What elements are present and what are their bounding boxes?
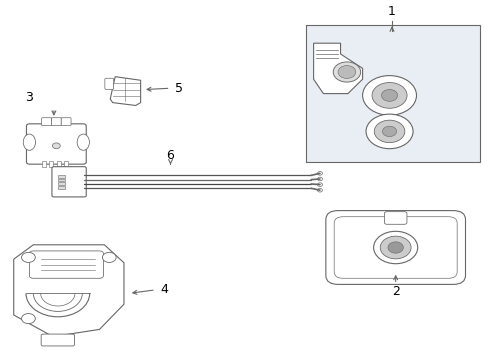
FancyBboxPatch shape [326,211,466,284]
FancyBboxPatch shape [26,124,86,164]
Circle shape [363,76,416,115]
Circle shape [382,89,398,101]
FancyBboxPatch shape [105,78,114,89]
Circle shape [318,172,322,175]
FancyBboxPatch shape [61,118,71,126]
Circle shape [333,62,361,82]
Circle shape [52,143,60,149]
Circle shape [22,252,35,262]
FancyBboxPatch shape [51,118,61,126]
Circle shape [380,236,411,259]
Bar [306,25,480,162]
Circle shape [366,114,413,149]
Bar [58,179,65,181]
Ellipse shape [24,134,36,150]
Bar [57,161,61,167]
Text: 1: 1 [388,5,396,18]
Circle shape [318,188,322,192]
Text: 4: 4 [160,283,168,296]
FancyBboxPatch shape [29,251,103,278]
FancyBboxPatch shape [384,212,407,224]
Circle shape [383,126,396,136]
Circle shape [22,314,35,324]
Bar [64,161,68,167]
Circle shape [318,177,322,181]
Bar [58,182,65,185]
Ellipse shape [77,134,89,150]
Bar [58,186,65,189]
Circle shape [388,242,403,253]
Bar [42,161,46,167]
Text: 3: 3 [25,91,33,104]
FancyBboxPatch shape [52,167,86,197]
Text: 6: 6 [167,149,174,162]
Circle shape [102,252,116,262]
FancyBboxPatch shape [41,334,74,346]
FancyBboxPatch shape [334,217,457,278]
Circle shape [318,183,322,186]
Bar [49,161,53,167]
Text: 5: 5 [175,82,183,95]
Text: 2: 2 [392,285,400,298]
Polygon shape [14,245,124,337]
Circle shape [374,120,405,143]
Circle shape [372,82,407,108]
FancyBboxPatch shape [42,118,51,126]
Polygon shape [110,77,141,105]
Circle shape [338,66,356,78]
Circle shape [373,231,417,264]
Bar [58,175,65,178]
Polygon shape [314,43,363,94]
